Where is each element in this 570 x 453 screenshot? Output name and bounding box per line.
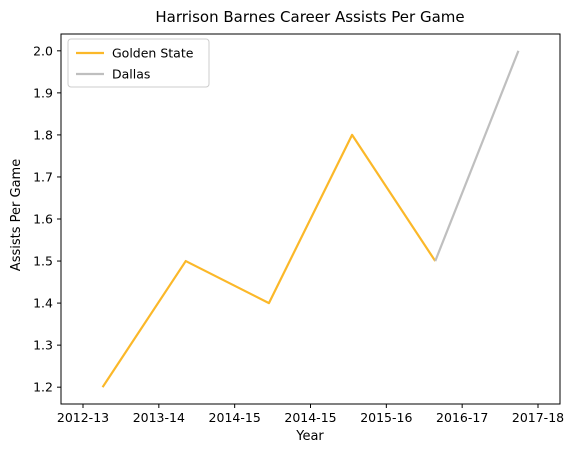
y-tick-label: 2.0: [33, 43, 53, 58]
x-tick-label: 2012-13: [57, 410, 109, 425]
x-tick-label: 2014-15: [284, 410, 336, 425]
y-axis-label: Assists Per Game: [9, 159, 24, 271]
chart-title: Harrison Barnes Career Assists Per Game: [155, 8, 464, 26]
x-tick-label: 2013-14: [133, 410, 185, 425]
legend: Golden State Dallas: [67, 38, 210, 88]
x-tick-label: 2016-17: [436, 410, 488, 425]
legend-label: Dallas: [112, 67, 150, 82]
y-tick-label: 1.8: [33, 127, 53, 142]
x-axis-label: Year: [295, 429, 324, 444]
series-line-golden-state: [101, 133, 437, 388]
x-tick-label: 2014-15: [209, 410, 261, 425]
y-tick-label: 1.9: [33, 85, 53, 100]
y-tick-label: 1.3: [33, 338, 53, 353]
y-tick-label: 1.4: [33, 296, 53, 311]
y-tick-label: 1.6: [33, 212, 53, 227]
y-tick-label: 1.2: [33, 380, 53, 395]
y-tick-label: 1.5: [33, 254, 53, 269]
axes-layer: 1.2 1.3 1.4 1.5 1.6 1.7 1.8 1.9 2.0 2012-13 2013-1…: [33, 33, 564, 425]
x-tick-label: 2017-18: [512, 410, 564, 425]
series-line-dallas: [434, 50, 520, 262]
x-tick-label: 2015-16: [360, 410, 412, 425]
y-tick-label: 1.7: [33, 169, 53, 184]
series-layer: [101, 50, 520, 388]
legend-label: Golden State: [112, 46, 194, 61]
